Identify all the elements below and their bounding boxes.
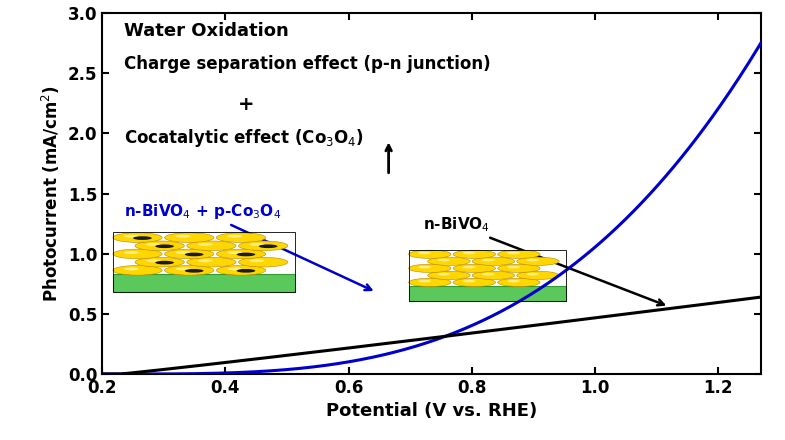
Bar	[113, 232, 294, 292]
Text: n-BiVO$_4$: n-BiVO$_4$	[422, 215, 664, 305]
Circle shape	[155, 261, 174, 264]
Bar	[409, 286, 566, 301]
Circle shape	[526, 273, 539, 275]
Circle shape	[428, 271, 470, 279]
Y-axis label: Photocurrent (mA/cm$^2$): Photocurrent (mA/cm$^2$)	[40, 85, 62, 302]
Circle shape	[146, 243, 161, 246]
Circle shape	[124, 251, 139, 254]
Circle shape	[453, 278, 495, 286]
Circle shape	[473, 271, 515, 279]
Circle shape	[462, 266, 476, 268]
Circle shape	[198, 243, 213, 246]
Circle shape	[482, 273, 495, 275]
Circle shape	[418, 266, 431, 268]
Bar	[113, 274, 294, 292]
Circle shape	[184, 253, 203, 256]
Circle shape	[239, 241, 288, 251]
Circle shape	[409, 278, 451, 286]
Circle shape	[517, 271, 559, 279]
Circle shape	[198, 259, 213, 262]
Circle shape	[133, 236, 152, 240]
Circle shape	[409, 250, 451, 258]
Text: Water Oxidation: Water Oxidation	[123, 22, 288, 40]
Circle shape	[113, 265, 162, 275]
Circle shape	[507, 252, 520, 254]
Circle shape	[165, 265, 214, 275]
Text: +: +	[238, 95, 254, 114]
Circle shape	[176, 235, 191, 238]
Circle shape	[146, 259, 161, 262]
Circle shape	[453, 250, 495, 258]
Circle shape	[259, 245, 278, 248]
Circle shape	[526, 259, 539, 261]
Circle shape	[187, 241, 236, 251]
Circle shape	[453, 264, 495, 272]
Text: n-BiVO$_4$ + p-Co$_3$O$_4$: n-BiVO$_4$ + p-Co$_3$O$_4$	[123, 202, 371, 290]
Text: Charge separation effect (p-n junction): Charge separation effect (p-n junction)	[123, 55, 491, 73]
Circle shape	[437, 259, 450, 261]
Circle shape	[473, 257, 515, 265]
Circle shape	[165, 233, 214, 242]
Circle shape	[184, 269, 203, 273]
Circle shape	[124, 268, 139, 270]
Circle shape	[217, 233, 265, 242]
Bar	[409, 249, 566, 301]
Circle shape	[250, 243, 265, 246]
Circle shape	[507, 266, 520, 268]
Circle shape	[418, 280, 431, 282]
Circle shape	[165, 249, 214, 259]
Circle shape	[462, 252, 476, 254]
Circle shape	[498, 264, 540, 272]
Circle shape	[236, 253, 255, 256]
Circle shape	[124, 235, 139, 238]
Circle shape	[507, 280, 520, 282]
Circle shape	[228, 235, 243, 238]
Circle shape	[482, 259, 495, 261]
Circle shape	[428, 257, 470, 265]
Circle shape	[135, 241, 184, 251]
Circle shape	[462, 280, 476, 282]
Circle shape	[113, 233, 162, 242]
Circle shape	[176, 268, 191, 270]
Circle shape	[437, 273, 450, 275]
Circle shape	[176, 251, 191, 254]
Circle shape	[228, 251, 243, 254]
Circle shape	[418, 252, 431, 254]
Circle shape	[236, 269, 255, 273]
Circle shape	[517, 257, 559, 265]
Circle shape	[250, 259, 265, 262]
Circle shape	[228, 268, 243, 270]
Circle shape	[498, 250, 540, 258]
Circle shape	[217, 249, 265, 259]
Circle shape	[155, 245, 174, 248]
Circle shape	[409, 264, 451, 272]
Circle shape	[217, 265, 265, 275]
Circle shape	[113, 249, 162, 259]
Text: Cocatalytic effect (Co$_3$O$_4$): Cocatalytic effect (Co$_3$O$_4$)	[123, 128, 363, 150]
Circle shape	[239, 257, 288, 267]
Circle shape	[135, 257, 184, 267]
Circle shape	[498, 278, 540, 286]
X-axis label: Potential (V vs. RHE): Potential (V vs. RHE)	[326, 403, 538, 420]
Circle shape	[187, 257, 236, 267]
